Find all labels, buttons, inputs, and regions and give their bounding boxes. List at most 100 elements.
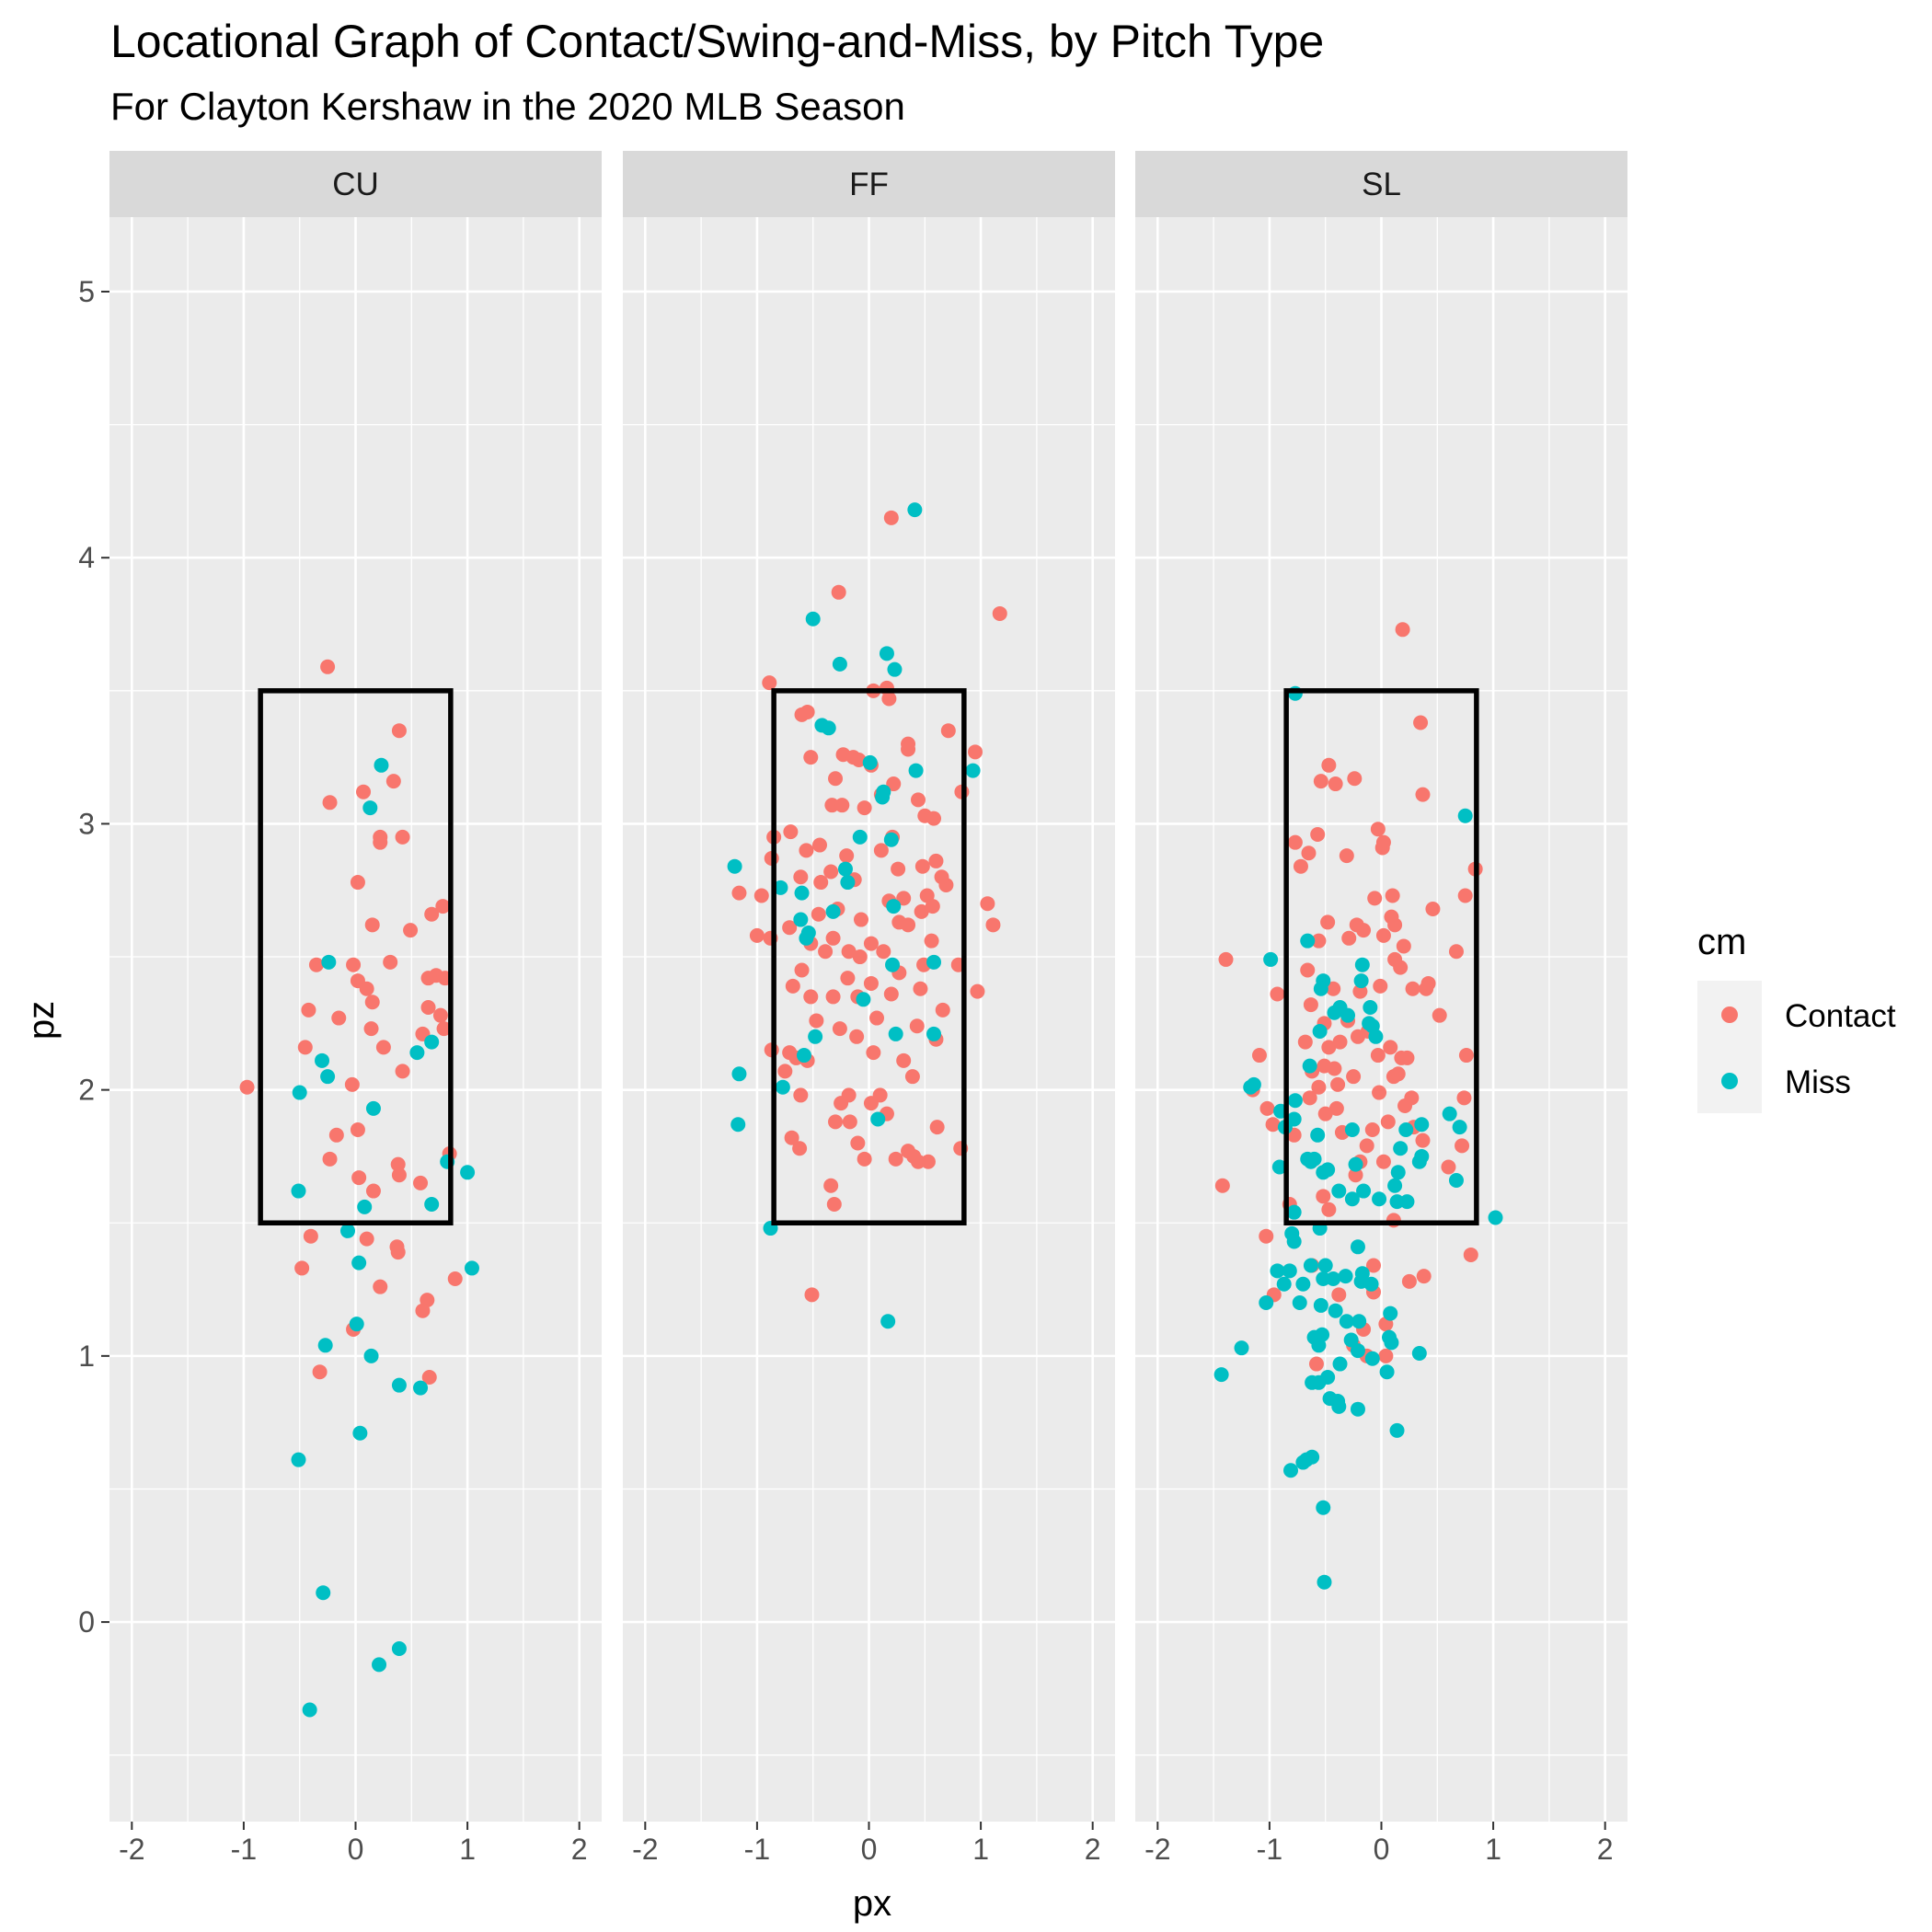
point-ff-miss: [821, 720, 836, 736]
y-axis: 0 1 2 3 4 5: [78, 275, 109, 1639]
x-tick-label: 0: [1374, 1833, 1390, 1866]
y-tick-label: 0: [78, 1605, 95, 1639]
point-sl-contact: [1265, 1117, 1281, 1133]
point-ff-contact: [731, 885, 747, 901]
point-ff-miss: [805, 611, 821, 627]
legend-key-miss: [1721, 1073, 1738, 1089]
point-cu-contact: [363, 1021, 379, 1037]
y-tick-label: 3: [78, 807, 95, 840]
point-sl-contact: [1458, 1048, 1474, 1064]
point-sl-miss: [1306, 1151, 1322, 1167]
point-cu-miss: [424, 1197, 440, 1213]
point-ff-contact: [831, 584, 846, 600]
point-sl-contact: [1259, 1228, 1274, 1244]
point-sl-contact: [1370, 822, 1386, 837]
point-ff-miss: [832, 656, 847, 672]
point-ff-contact: [869, 1010, 885, 1026]
point-sl-miss: [1326, 1271, 1341, 1286]
y-tick-label: 4: [78, 541, 95, 574]
point-ff-contact: [896, 891, 912, 906]
point-sl-contact: [1347, 771, 1363, 787]
facet-strip-cu: [109, 151, 602, 217]
point-ff-contact: [992, 605, 1007, 621]
point-sl-contact: [1415, 787, 1431, 802]
point-sl-miss: [1457, 808, 1473, 823]
point-ff-contact: [825, 930, 841, 946]
point-ff-contact: [896, 1052, 912, 1068]
point-sl-miss: [1246, 1076, 1261, 1092]
point-sl-miss: [1283, 1463, 1299, 1478]
point-cu-miss: [424, 1034, 440, 1050]
point-ff-contact: [985, 917, 1001, 933]
point-ff-miss: [883, 832, 899, 847]
point-sl-miss: [1351, 1314, 1367, 1329]
point-sl-contact: [1293, 858, 1308, 874]
point-ff-contact: [970, 983, 985, 999]
point-sl-contact: [1259, 1100, 1275, 1116]
point-sl-miss: [1452, 1120, 1467, 1135]
point-sl-miss: [1271, 1159, 1287, 1175]
point-ff-contact: [876, 944, 891, 960]
point-sl-contact: [1328, 776, 1343, 792]
point-sl-contact: [1326, 981, 1341, 996]
facet-strip-ff: [623, 151, 1115, 217]
point-ff-miss: [926, 954, 942, 970]
point-ff-contact: [863, 936, 879, 951]
point-ff-contact: [826, 1197, 842, 1213]
point-ff-contact: [823, 1178, 839, 1193]
x-tick-label: 1: [1485, 1833, 1501, 1866]
point-sl-contact: [1303, 997, 1318, 1013]
legend-title: cm: [1697, 922, 1746, 962]
point-cu-contact: [436, 1021, 452, 1037]
point-cu-contact: [346, 957, 362, 972]
point-ff-contact: [911, 792, 926, 808]
point-sl-contact: [1375, 1154, 1391, 1169]
point-cu-contact: [308, 957, 324, 972]
point-ff-contact: [934, 869, 949, 885]
point-cu-miss: [320, 1069, 336, 1085]
point-sl-contact: [1214, 1178, 1230, 1193]
point-sl-miss: [1327, 1005, 1342, 1020]
point-ff-contact: [794, 962, 810, 978]
point-sl-miss: [1389, 1422, 1405, 1438]
point-sl-miss: [1328, 1303, 1343, 1318]
point-cu-contact: [413, 1175, 429, 1190]
point-sl-miss: [1305, 1374, 1320, 1390]
point-sl-contact: [1390, 1066, 1406, 1082]
point-ff-contact: [901, 917, 916, 933]
point-cu-miss: [339, 1223, 355, 1238]
point-sl-contact: [1251, 1048, 1267, 1064]
point-sl-miss: [1331, 1183, 1347, 1199]
point-sl-miss: [1295, 1276, 1311, 1292]
point-sl-contact: [1419, 981, 1434, 996]
y-tick-label: 5: [78, 275, 95, 308]
point-sl-contact: [1330, 1076, 1346, 1092]
strike-zone-cu: [258, 688, 454, 1226]
point-cu-contact: [383, 954, 398, 970]
point-sl-contact: [1373, 978, 1388, 994]
point-sl-contact: [1348, 1167, 1363, 1183]
point-sl-contact: [1425, 901, 1441, 916]
point-ff-contact: [940, 723, 956, 739]
point-ff-miss: [870, 1111, 886, 1127]
point-sl-contact: [1370, 1048, 1386, 1064]
point-ff-miss: [886, 899, 902, 914]
point-ff-miss: [794, 885, 810, 901]
point-sl-miss: [1340, 1007, 1356, 1023]
point-sl-contact: [1297, 1034, 1313, 1050]
point-ff-miss: [775, 1079, 790, 1095]
point-sl-contact: [1372, 1085, 1387, 1100]
y-tick-label: 2: [78, 1074, 95, 1107]
point-ff-contact: [813, 875, 829, 891]
x-tick-label: -2: [632, 1833, 658, 1866]
point-sl-contact: [1359, 1138, 1374, 1154]
point-ff-contact: [799, 843, 814, 858]
point-ff-contact: [968, 744, 983, 760]
point-ff-contact: [886, 776, 902, 792]
point-sl-miss: [1343, 1332, 1359, 1348]
facet-strip-label-ff: FF: [849, 167, 889, 202]
point-ff-contact: [906, 1148, 922, 1164]
point-ff-contact: [850, 1135, 866, 1151]
point-ff-miss: [907, 502, 923, 518]
